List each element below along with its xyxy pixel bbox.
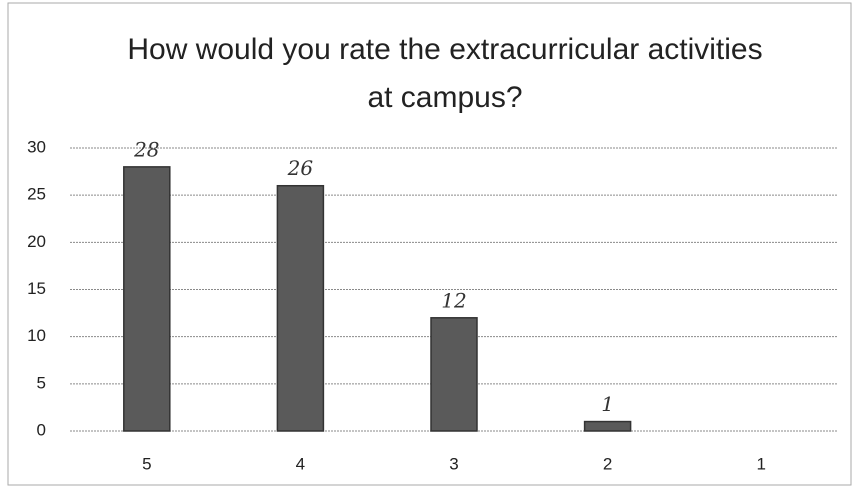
chart-border (7, 2, 852, 486)
y-tick-label: 0 (37, 420, 46, 439)
y-tick-label: 30 (27, 137, 46, 156)
y-tick-label: 5 (37, 373, 46, 392)
chart-title: How would you rate the extracurricular a… (127, 33, 763, 114)
data-label: 28 (133, 137, 159, 161)
bar (430, 317, 478, 432)
y-tick-label: 25 (27, 185, 46, 204)
x-tick-label: 1 (756, 454, 765, 473)
data-label: 1 (601, 392, 614, 416)
data-label: 12 (441, 288, 466, 312)
bar (583, 420, 632, 432)
x-tick-label: 3 (449, 454, 458, 473)
x-tick-label: 5 (142, 454, 151, 473)
x-tick-label: 2 (603, 454, 612, 473)
x-tick-label: 4 (296, 454, 305, 473)
bar (123, 166, 171, 432)
data-label: 26 (287, 156, 314, 180)
y-tick-label: 20 (27, 232, 46, 251)
y-tick-label: 15 (27, 279, 46, 298)
y-tick-label: 10 (27, 326, 46, 345)
bar (276, 184, 325, 432)
